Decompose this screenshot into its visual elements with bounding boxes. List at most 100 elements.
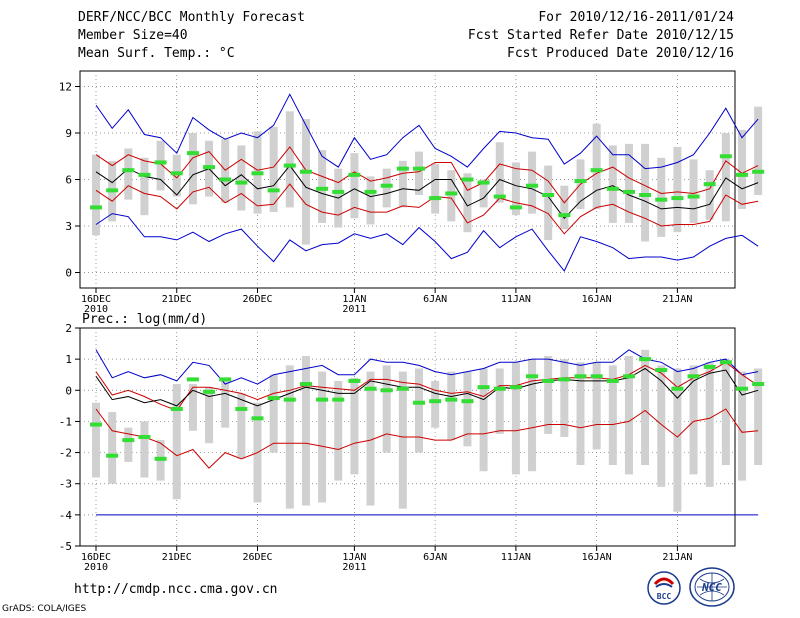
temp-member-range-bar xyxy=(738,129,746,209)
temp-deterministic-marker xyxy=(542,193,555,197)
temp-deterministic-marker xyxy=(639,193,652,197)
temp-deterministic-marker xyxy=(203,165,216,170)
prec-deterministic-marker xyxy=(316,397,329,402)
forecast-period: For 2010/12/16-2011/01/24 xyxy=(538,10,734,25)
prec-member-range-bar xyxy=(528,359,537,472)
start-date: Fcst Started Refer Date 2010/12/15 xyxy=(467,28,734,43)
member-size: Member Size=40 xyxy=(78,28,188,43)
prec-xtick-label: 11JAN xyxy=(501,552,531,563)
temp-member-range-bar xyxy=(511,162,520,216)
temp-member-range-bar xyxy=(188,133,197,205)
prec-member-range-bar xyxy=(576,362,585,466)
prec-deterministic-marker xyxy=(364,386,377,391)
prec-xtick-label: 26DEC xyxy=(242,552,272,563)
temp-member-range-bar xyxy=(92,154,100,236)
temp-member-range-bar xyxy=(172,154,181,197)
temp-member-range-bar xyxy=(560,185,569,230)
temp-deterministic-marker xyxy=(170,171,183,176)
prec-ytick-label: 2 xyxy=(65,322,72,335)
temp-deterministic-marker xyxy=(461,177,474,182)
temp-deterministic-marker xyxy=(348,172,361,177)
temp-deterministic-marker xyxy=(752,169,765,174)
prec-member-range-bar xyxy=(624,356,633,475)
temp-deterministic-marker xyxy=(267,188,280,193)
prec-deterministic-marker xyxy=(170,406,183,411)
prec-member-range-bar xyxy=(140,421,149,478)
prec-deterministic-marker xyxy=(509,385,522,390)
prec-deterministic-marker xyxy=(703,364,716,369)
prec-deterministic-marker xyxy=(251,416,264,421)
temp-deterministic-marker xyxy=(235,180,248,185)
temp-deterministic-marker xyxy=(364,189,377,194)
temp-member-range-bar xyxy=(398,160,407,208)
temp-deterministic-marker xyxy=(413,166,425,171)
prec-xtick-label: 6JAN xyxy=(423,552,447,563)
temp-ensemble-mean-line xyxy=(95,164,759,220)
source-url[interactable]: http://cmdp.ncc.cma.gov.cn xyxy=(74,582,278,597)
temp-member-range-bar xyxy=(415,151,423,195)
temp-member-range-bar xyxy=(156,140,165,191)
temp-deterministic-marker xyxy=(558,213,571,218)
temp-year-label: 2010 xyxy=(84,304,108,315)
prec-deterministic-marker xyxy=(299,382,312,387)
prec-deterministic-marker xyxy=(558,377,571,382)
temp-year-label: 2011 xyxy=(342,304,366,315)
prec-year-label: 2010 xyxy=(84,562,108,573)
prec-member-range-bar xyxy=(108,412,117,484)
temp-member-range-bar xyxy=(124,148,133,200)
temp-deterministic-marker xyxy=(574,179,587,184)
prec-deterministic-marker xyxy=(219,377,232,382)
prec-member-range-bar xyxy=(269,374,278,453)
temp-member-range-bar xyxy=(754,106,763,195)
produced-date: Fcst Produced Date 2010/12/16 xyxy=(507,46,734,61)
temp-deterministic-marker xyxy=(526,183,539,188)
temp-deterministic-marker xyxy=(332,189,345,194)
temp-deterministic-marker xyxy=(703,182,716,187)
prec-ytick-label: -1 xyxy=(59,415,72,428)
grads-credit: GrADS: COLA/IGES xyxy=(2,604,87,614)
ncc-logo: NCC xyxy=(689,567,735,607)
temp-ensemble-min-line xyxy=(95,213,759,272)
prec-member-range-bar xyxy=(721,359,730,466)
temp-member-range-bar xyxy=(140,157,149,216)
prec-deterministic-marker xyxy=(655,368,668,373)
temp-deterministic-marker xyxy=(606,186,619,191)
prec-deterministic-marker xyxy=(736,386,748,391)
prec-member-range-bar xyxy=(366,371,375,506)
temp-deterministic-marker xyxy=(493,194,506,199)
prec-deterministic-marker xyxy=(396,386,409,391)
bcc-logo-text: BCC xyxy=(657,592,672,601)
prec-deterministic-marker xyxy=(461,399,474,404)
temp-member-range-bar xyxy=(366,176,375,225)
prec-deterministic-marker xyxy=(332,397,345,402)
temp-ensemble-max-line xyxy=(95,93,759,170)
prec-member-range-bar xyxy=(398,371,407,509)
temp-deterministic-marker xyxy=(138,172,151,177)
prec-deterministic-marker xyxy=(283,397,296,402)
temp-member-range-bar xyxy=(608,145,617,223)
temp-member-range-bar xyxy=(495,142,504,203)
temp-deterministic-marker xyxy=(251,171,264,176)
prec-member-range-bar xyxy=(608,365,617,466)
temp-ytick-label: 9 xyxy=(65,127,72,140)
temp-member-range-bar xyxy=(431,164,440,214)
prec-member-range-bar xyxy=(544,356,553,434)
prec-deterministic-marker xyxy=(203,389,216,394)
temp-deterministic-marker xyxy=(316,186,329,191)
prec-member-range-bar xyxy=(237,393,246,459)
prec-deterministic-marker xyxy=(154,456,167,461)
prec-deterministic-marker xyxy=(622,374,635,379)
prec-member-range-bar xyxy=(188,384,197,431)
temp-deterministic-marker xyxy=(477,180,490,185)
temp-deterministic-marker xyxy=(590,168,603,173)
temp-member-range-bar xyxy=(624,143,633,223)
prec-panel-title: Prec.: log(mm/d) xyxy=(82,312,207,327)
prec-deterministic-marker xyxy=(267,396,280,401)
temp-deterministic-marker xyxy=(396,166,409,171)
temp-member-range-bar xyxy=(705,170,714,220)
prec-xtick-label: 16DEC xyxy=(81,552,111,563)
prec-deterministic-marker xyxy=(445,397,458,402)
temp-lower-spread-line xyxy=(95,183,759,235)
prec-member-range-bar xyxy=(318,371,327,503)
prec-xtick-label: 21DEC xyxy=(162,552,192,563)
